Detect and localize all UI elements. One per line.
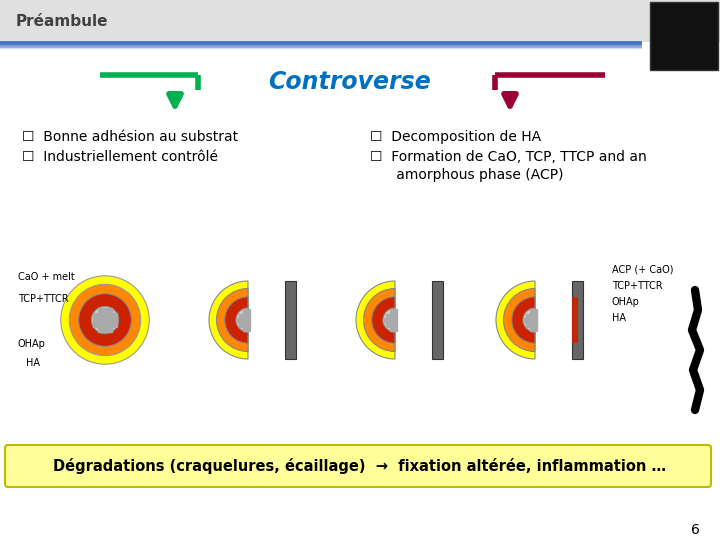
Text: HA: HA xyxy=(26,357,40,368)
Text: CaO + melt: CaO + melt xyxy=(18,273,75,282)
Text: ☐  Formation de CaO, TCP, TTCP and an: ☐ Formation de CaO, TCP, TTCP and an xyxy=(370,150,647,164)
Wedge shape xyxy=(209,281,248,359)
Text: ☐  Bonne adhésion au substrat: ☐ Bonne adhésion au substrat xyxy=(22,130,238,144)
Wedge shape xyxy=(236,308,248,332)
Text: OHAp: OHAp xyxy=(612,297,640,307)
Text: Préambule: Préambule xyxy=(16,15,109,30)
Text: OHAp: OHAp xyxy=(18,339,46,349)
Text: TCP+TTCR: TCP+TTCR xyxy=(18,294,68,303)
Text: Dégradations (craquelures, écaillage)  →  fixation altérée, inflammation …: Dégradations (craquelures, écaillage) → … xyxy=(53,458,667,474)
Text: HA: HA xyxy=(612,313,626,323)
Bar xyxy=(572,296,578,343)
Wedge shape xyxy=(217,288,248,352)
Circle shape xyxy=(91,306,119,334)
Text: Controverse: Controverse xyxy=(269,70,431,94)
Wedge shape xyxy=(496,281,535,359)
Bar xyxy=(650,2,718,70)
Wedge shape xyxy=(523,308,535,332)
Wedge shape xyxy=(503,288,535,352)
Bar xyxy=(285,281,296,359)
Bar xyxy=(572,281,583,359)
Circle shape xyxy=(60,276,149,364)
Wedge shape xyxy=(372,297,395,343)
Text: ☐  Industriellement contrôlé: ☐ Industriellement contrôlé xyxy=(22,150,218,164)
Circle shape xyxy=(69,284,140,356)
Text: amorphous phase (ACP): amorphous phase (ACP) xyxy=(370,168,564,182)
FancyBboxPatch shape xyxy=(5,445,711,487)
Circle shape xyxy=(78,294,131,346)
Wedge shape xyxy=(364,288,395,352)
Text: ACP (+ CaO): ACP (+ CaO) xyxy=(612,265,673,275)
Wedge shape xyxy=(225,297,248,343)
Wedge shape xyxy=(356,281,395,359)
Text: TCP+TTCR: TCP+TTCR xyxy=(612,281,662,291)
Bar xyxy=(432,281,443,359)
Text: ☐  Decomposition de HA: ☐ Decomposition de HA xyxy=(370,130,541,144)
Wedge shape xyxy=(512,297,535,343)
Bar xyxy=(0,0,720,42)
Text: 6: 6 xyxy=(690,523,699,537)
Wedge shape xyxy=(383,308,395,332)
